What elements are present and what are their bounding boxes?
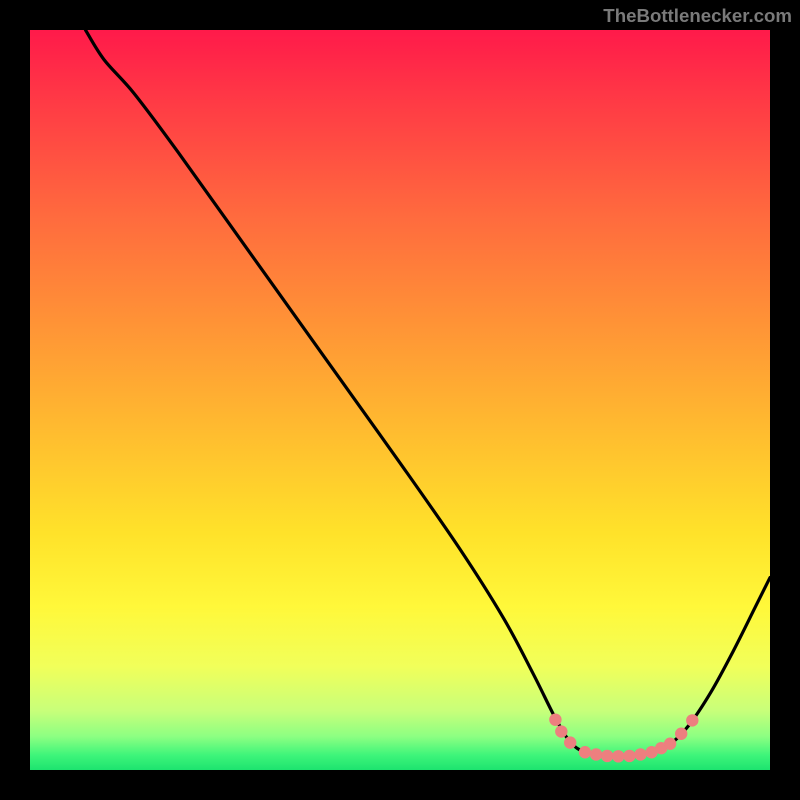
chart-svg <box>0 0 800 800</box>
highlight-dot <box>664 738 676 750</box>
highlight-dot <box>555 725 567 737</box>
highlight-dot <box>634 748 646 760</box>
gradient-background <box>30 30 770 770</box>
highlight-dot <box>675 728 687 740</box>
highlight-dot <box>564 736 576 748</box>
highlight-dot <box>579 746 591 758</box>
bottleneck-chart: TheBottlenecker.com <box>0 0 800 800</box>
highlight-dot <box>686 714 698 726</box>
attribution-label: TheBottlenecker.com <box>603 5 792 27</box>
highlight-dot <box>549 713 561 725</box>
highlight-dot <box>590 748 602 760</box>
highlight-dot <box>612 750 624 762</box>
highlight-dot <box>601 750 613 762</box>
highlight-dot <box>623 750 635 762</box>
